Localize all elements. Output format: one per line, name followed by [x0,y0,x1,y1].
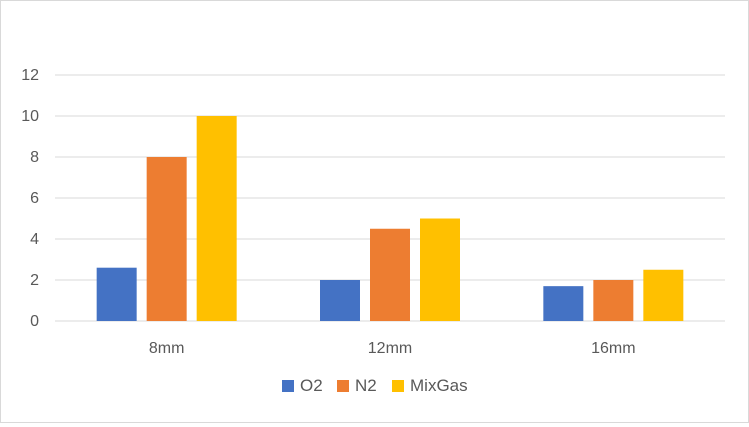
legend-item-n2[interactable]: N2 [337,376,377,395]
legend-label: N2 [355,376,377,395]
legend-swatch [337,380,349,392]
y-tick-label: 6 [30,190,39,207]
legend-label: O2 [300,376,323,395]
bar-o2-12mm[interactable] [320,280,360,321]
y-axis-ticks: 0 2 4 6 8 10 12 [21,67,39,330]
y-tick-label: 2 [30,272,39,289]
y-tick-label: 12 [21,67,39,84]
legend-item-mixgas[interactable]: MixGas [392,376,468,395]
x-axis-ticks: 8mm 12mm 16mm [149,340,636,357]
bar-mixgas-8mm[interactable] [196,116,237,321]
legend-swatch [282,380,294,392]
x-tick-label: 16mm [591,340,635,357]
y-tick-label: 4 [30,231,39,248]
bar-n2-8mm[interactable] [146,157,187,321]
y-tick-label: 8 [30,149,39,166]
legend[interactable]: O2 N2 MixGas [282,376,468,395]
bar-o2-8mm[interactable] [96,267,137,321]
legend-label: MixGas [410,376,468,395]
bars [96,116,684,322]
bar-n2-16mm[interactable] [593,280,634,321]
y-tick-label: 0 [30,313,39,330]
legend-swatch [392,380,404,392]
y-tick-label: 10 [21,108,39,125]
x-tick-label: 8mm [149,340,185,357]
bar-mixgas-12mm[interactable] [420,218,460,322]
legend-item-o2[interactable]: O2 [282,376,323,395]
bar-n2-12mm[interactable] [370,228,410,321]
bar-mixgas-16mm[interactable] [643,269,684,321]
bar-o2-16mm[interactable] [543,286,584,321]
x-tick-label: 12mm [368,340,412,357]
